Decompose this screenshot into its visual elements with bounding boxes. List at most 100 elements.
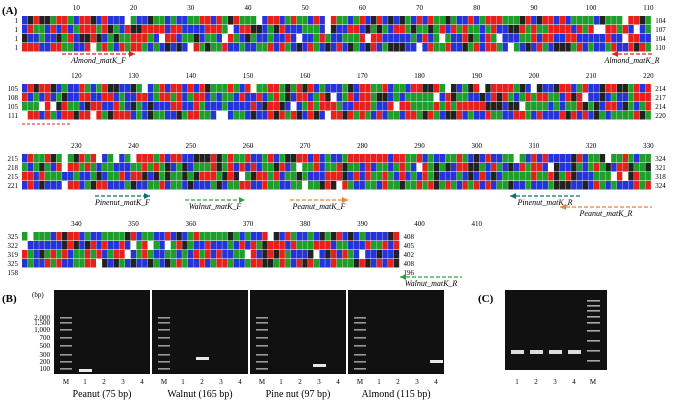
base-cell bbox=[84, 232, 91, 241]
ladder-band bbox=[354, 354, 366, 356]
base-cell bbox=[399, 84, 405, 93]
base-cell bbox=[187, 34, 194, 43]
base-cell bbox=[422, 163, 428, 172]
base-cell bbox=[33, 172, 39, 181]
base-cell bbox=[393, 93, 400, 102]
base-cell bbox=[479, 163, 486, 172]
base-cell bbox=[496, 43, 503, 52]
base-cell bbox=[27, 163, 34, 172]
base-cell bbox=[84, 250, 91, 259]
base-cell bbox=[416, 34, 423, 43]
base-cell bbox=[130, 250, 137, 259]
base-cell bbox=[536, 93, 543, 102]
base-cell bbox=[216, 172, 222, 181]
base-cell bbox=[250, 34, 257, 43]
base-cell bbox=[279, 43, 285, 52]
base-cell bbox=[519, 25, 526, 34]
base-cell bbox=[462, 102, 468, 111]
base-cell bbox=[588, 172, 594, 181]
row-start: 1 bbox=[15, 17, 19, 25]
ladder-band bbox=[354, 345, 366, 347]
base-cell bbox=[353, 259, 360, 268]
base-cell bbox=[124, 154, 131, 163]
base-cell bbox=[33, 232, 39, 241]
base-cell bbox=[227, 181, 234, 190]
sequence-row bbox=[22, 232, 400, 241]
base-cell bbox=[216, 25, 222, 34]
base-cell bbox=[256, 43, 262, 52]
base-cell bbox=[113, 25, 119, 34]
base-cell bbox=[27, 34, 34, 43]
base-cell bbox=[142, 259, 148, 268]
base-cell bbox=[428, 172, 434, 181]
arrow-head bbox=[144, 193, 150, 199]
base-cell bbox=[147, 232, 154, 241]
sample-band bbox=[549, 350, 562, 354]
base-cell bbox=[370, 84, 377, 93]
base-cell bbox=[50, 250, 57, 259]
base-cell bbox=[576, 84, 583, 93]
base-cell bbox=[605, 102, 611, 111]
base-cell bbox=[611, 181, 617, 190]
sequence-row bbox=[22, 34, 651, 43]
base-cell bbox=[628, 16, 634, 25]
base-cell bbox=[73, 250, 79, 259]
base-cell bbox=[67, 154, 74, 163]
base-cell bbox=[27, 43, 34, 52]
base-cell bbox=[67, 163, 74, 172]
lane-label: 4 bbox=[572, 378, 576, 386]
base-cell bbox=[479, 172, 486, 181]
base-cell bbox=[119, 154, 125, 163]
base-cell bbox=[285, 84, 291, 93]
base-cell bbox=[485, 111, 491, 120]
base-cell bbox=[142, 111, 148, 120]
base-cell bbox=[136, 111, 142, 120]
base-cell bbox=[205, 84, 211, 93]
base-cell bbox=[519, 93, 526, 102]
panel-label: (C) bbox=[478, 293, 494, 305]
base-cell bbox=[628, 154, 634, 163]
base-cell bbox=[405, 34, 411, 43]
row-start: 325 bbox=[8, 233, 19, 241]
base-cell bbox=[22, 163, 28, 172]
base-cell bbox=[193, 25, 200, 34]
gel-caption: Walnut (165 bp) bbox=[167, 389, 232, 400]
base-cell bbox=[308, 102, 314, 111]
base-cell bbox=[107, 232, 114, 241]
ruler-label: 410 bbox=[471, 220, 482, 228]
base-cell bbox=[456, 34, 463, 43]
row-end: 104 bbox=[655, 17, 666, 25]
base-cell bbox=[153, 241, 159, 250]
base-cell bbox=[267, 172, 274, 181]
base-cell bbox=[267, 84, 274, 93]
ladder-band bbox=[158, 317, 170, 319]
base-cell bbox=[170, 84, 177, 93]
base-cell bbox=[273, 25, 280, 34]
base-cell bbox=[302, 16, 308, 25]
base-cell bbox=[119, 16, 125, 25]
ruler-label: 370 bbox=[243, 220, 254, 228]
base-cell bbox=[399, 163, 405, 172]
base-cell bbox=[187, 111, 194, 120]
base-cell bbox=[273, 84, 280, 93]
base-cell bbox=[622, 84, 629, 93]
base-cell bbox=[308, 232, 314, 241]
base-cell bbox=[473, 16, 480, 25]
base-cell bbox=[39, 16, 45, 25]
base-cell bbox=[536, 84, 543, 93]
base-cell bbox=[628, 34, 634, 43]
base-cell bbox=[388, 163, 394, 172]
base-cell bbox=[433, 154, 440, 163]
base-cell bbox=[50, 25, 57, 34]
row-end: 104 bbox=[655, 35, 666, 43]
base-cell bbox=[159, 34, 165, 43]
base-cell bbox=[147, 84, 154, 93]
base-cell bbox=[182, 43, 188, 52]
base-cell bbox=[348, 241, 354, 250]
ruler-label: 110 bbox=[643, 4, 654, 12]
base-cell bbox=[628, 111, 634, 120]
base-cell bbox=[588, 163, 594, 172]
base-cell bbox=[239, 163, 245, 172]
base-cell bbox=[508, 84, 514, 93]
base-cell bbox=[548, 34, 554, 43]
